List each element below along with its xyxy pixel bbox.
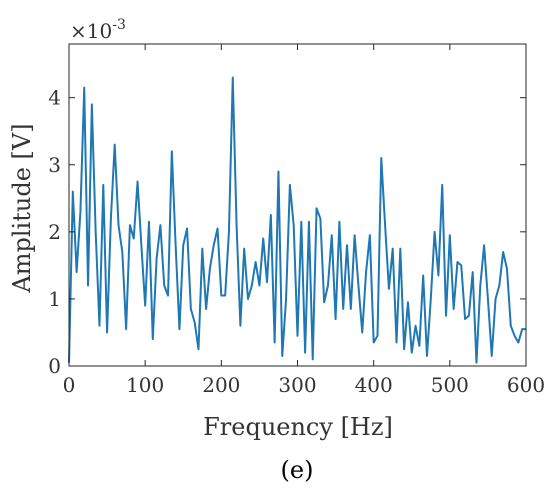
y-axis-label: Amplitude [V] bbox=[8, 123, 36, 293]
y-multiplier-exponent: -3 bbox=[112, 17, 126, 33]
x-axis-label: Frequency [Hz] bbox=[203, 413, 393, 441]
axes: 0 100 200 300 400 500 600 0 1 2 3 4 bbox=[48, 43, 545, 397]
y-tick-label: 0 bbox=[48, 354, 61, 378]
series-line-0 bbox=[68, 76, 526, 364]
y-tick-label: 3 bbox=[48, 153, 61, 177]
x-tick-label: 300 bbox=[278, 373, 316, 397]
x-tick-label: 600 bbox=[507, 373, 545, 397]
plot-area bbox=[68, 76, 526, 364]
y-multiplier-label: ×10-3 bbox=[70, 17, 126, 43]
y-tick-label: 4 bbox=[48, 86, 61, 110]
y-tick-label: 2 bbox=[48, 220, 61, 244]
x-tick-label: 200 bbox=[202, 373, 240, 397]
panel-label: (e) bbox=[281, 456, 314, 484]
labels: Frequency [Hz] Amplitude [V] ×10-3 (e) bbox=[8, 17, 393, 484]
x-tick-label: 0 bbox=[63, 373, 76, 397]
x-tick-label: 500 bbox=[431, 373, 469, 397]
x-tick-label: 100 bbox=[126, 373, 164, 397]
x-tick-label: 400 bbox=[355, 373, 393, 397]
y-tick-label: 1 bbox=[48, 287, 61, 311]
y-multiplier-base: ×10 bbox=[70, 19, 112, 43]
